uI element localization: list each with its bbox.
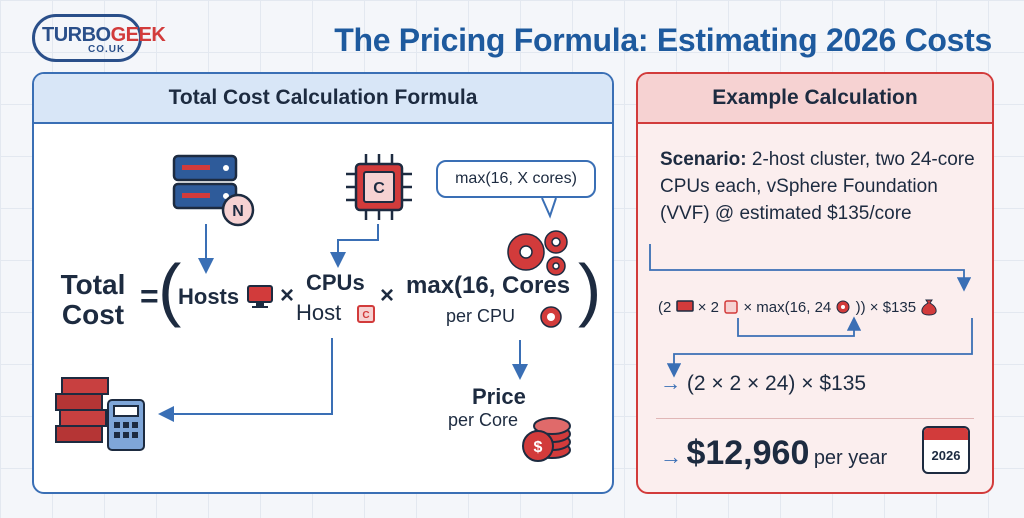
total-cost-label: Total Cost xyxy=(54,270,132,330)
calendar-year: 2026 xyxy=(931,448,961,463)
calc-line-simplified: → (2 × 2 × 24) × $135 xyxy=(660,372,866,396)
formula-connectors xyxy=(158,197,557,422)
cpu-icon: C xyxy=(346,154,412,220)
example-panel-header: Example Calculation xyxy=(638,74,992,124)
calc-loop xyxy=(737,316,862,337)
cost-word: Cost xyxy=(61,299,125,330)
result-unit: per year xyxy=(813,447,888,469)
close-paren: ) xyxy=(578,250,602,328)
calc-part-price: )) × $135 xyxy=(855,299,917,316)
turbogeek-logo: TURBOGEEK CO.UK xyxy=(32,14,166,62)
max-cores-bubble: max(16, X cores) xyxy=(436,160,596,198)
per-cpu-label: per CPU xyxy=(446,306,516,326)
scenario-to-calc-arrow xyxy=(649,244,972,292)
bubble-tail xyxy=(541,197,557,219)
calc-to-simplified-arrow xyxy=(666,318,973,378)
formula-panel-header: Total Cost Calculation Formula xyxy=(34,74,612,124)
total-word: Total xyxy=(60,269,126,300)
gears-icon xyxy=(507,230,568,276)
example-connectors xyxy=(649,244,973,378)
scenario-text: Scenario: 2-host cluster, two 24-core CP… xyxy=(660,146,980,227)
example-panel: Example Calculation Scenario: 2-host clu… xyxy=(636,72,994,494)
formula-to-money-arrow xyxy=(158,338,333,422)
calc-part-hosts: (2 xyxy=(658,299,672,316)
server-icon: N xyxy=(172,154,255,227)
calc-line-expanded: (2 × 2 × max(16, 24 )) × $135 xyxy=(658,296,938,316)
gear-small-icon xyxy=(540,306,562,328)
money-bag-icon xyxy=(921,299,937,316)
equals-sign: = xyxy=(140,278,159,314)
result-divider xyxy=(656,418,974,419)
cpu-small-letter: C xyxy=(362,310,369,321)
scenario-description: 2-host cluster, two 24-core CPUs each, v… xyxy=(660,149,975,224)
scenario-label: Scenario: xyxy=(660,149,747,170)
formula-panel: Total Cost Calculation Formula N xyxy=(32,72,614,494)
logo-wordmark: TURBOGEEK xyxy=(42,24,166,46)
simplified-arrow-icon: → xyxy=(660,372,681,395)
svg-text:$: $ xyxy=(534,439,543,456)
monitor-small-icon xyxy=(675,300,694,312)
open-paren: ( xyxy=(158,250,182,328)
host-denominator: Host xyxy=(296,300,342,325)
cpu-to-cpus-arrow xyxy=(330,224,379,268)
calc-part-cpus: × 2 xyxy=(697,299,719,316)
simplified-expression: (2 × 2 × 24) × $135 xyxy=(686,372,867,395)
hosts-term: Hosts xyxy=(178,284,240,309)
cpu-small-icon: C xyxy=(357,305,375,323)
times-sign-2: × xyxy=(380,282,395,309)
cpus-term: CPUs xyxy=(306,270,365,295)
per-core-label: per Core xyxy=(448,410,519,430)
money-calculator-icon xyxy=(55,377,145,451)
result-line: → $12,960 per year xyxy=(660,434,887,473)
coins-icon: $ xyxy=(522,417,571,462)
times-sign-1: × xyxy=(280,282,295,309)
logo-ring xyxy=(32,14,142,62)
result-amount: $12,960 xyxy=(686,434,810,472)
logo-domain: CO.UK xyxy=(88,44,126,55)
calendar-header xyxy=(924,428,968,440)
cpu-tiny-icon xyxy=(724,300,738,314)
price-label: Price xyxy=(472,384,526,409)
max-cores-term: max(16, Cores xyxy=(406,272,571,299)
gear-tiny-icon xyxy=(836,300,850,314)
calendar-icon: 2026 xyxy=(922,426,970,474)
result-arrow-icon: → xyxy=(660,444,682,469)
cpu-letter: C xyxy=(373,180,385,197)
page-title: The Pricing Formula: Estimating 2026 Cos… xyxy=(334,22,992,58)
server-badge: N xyxy=(232,203,244,220)
calc-part-max: × max(16, 24 xyxy=(743,299,832,316)
monitor-icon xyxy=(247,285,273,308)
